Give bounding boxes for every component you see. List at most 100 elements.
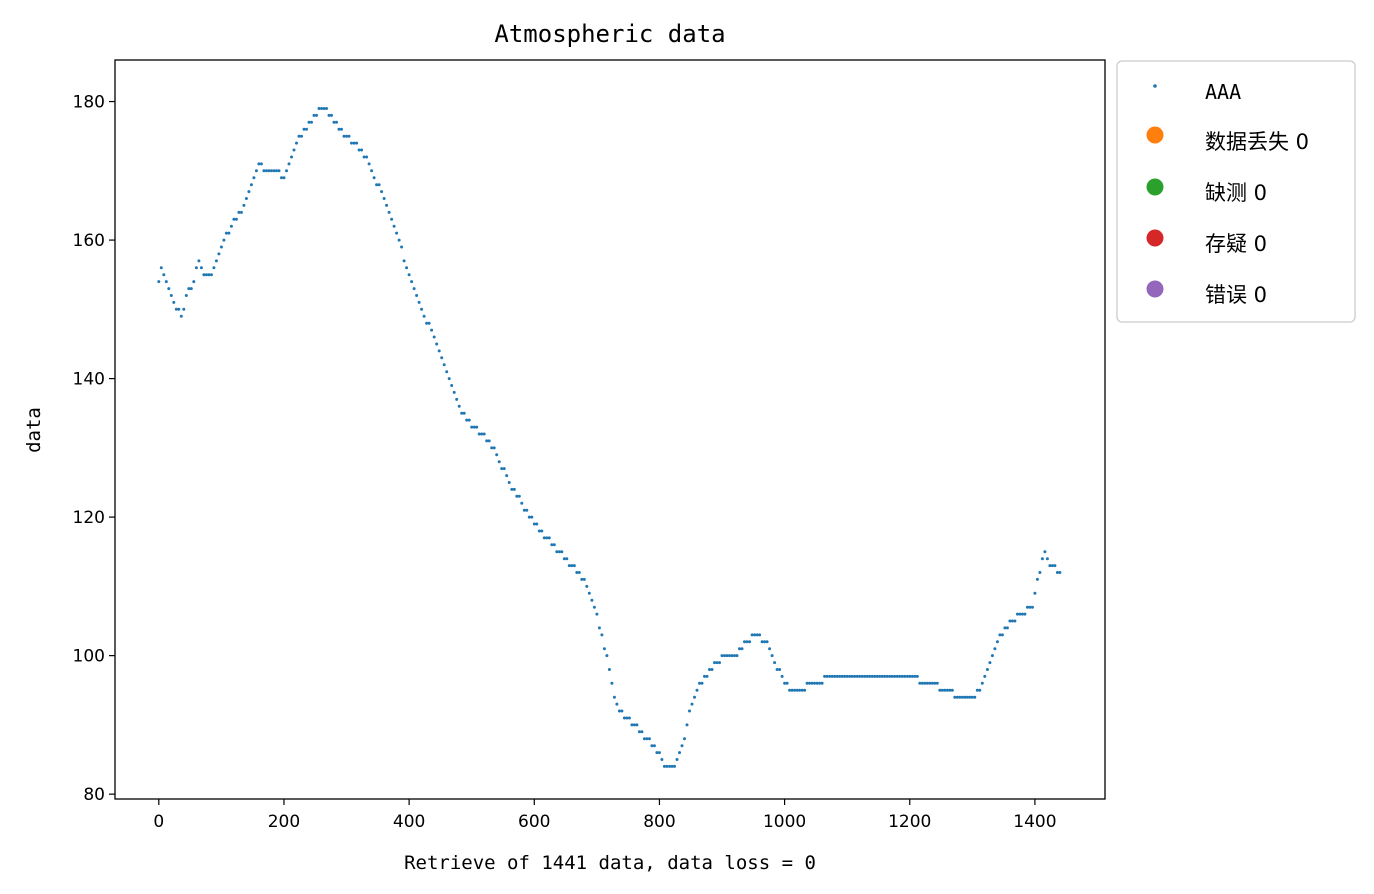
data-point: [1003, 626, 1007, 630]
plot-area-frame: [114, 59, 1106, 800]
data-point: [400, 245, 404, 249]
data-point: [1033, 591, 1037, 595]
legend-marker-aaa: [1153, 84, 1157, 88]
data-point: [770, 654, 774, 658]
data-point: [845, 674, 849, 678]
legend-marker-doubtful: [1146, 229, 1164, 247]
data-point: [965, 695, 969, 699]
data-point: [765, 640, 769, 644]
data-point: [202, 273, 206, 277]
data-point: [745, 640, 749, 644]
data-point: [590, 598, 594, 602]
data-point: [850, 674, 854, 678]
data-point: [675, 758, 679, 761]
y-tick-label: 160: [73, 231, 105, 251]
data-point: [567, 564, 571, 568]
data-point: [425, 321, 429, 325]
data-point: [312, 113, 316, 117]
x-axis-label: Retrieve of 1441 data, data loss = 0: [404, 852, 816, 874]
data-point: [460, 411, 464, 415]
data-point: [237, 210, 241, 214]
data-point: [447, 377, 451, 381]
data-point: [610, 681, 614, 685]
data-point: [725, 654, 729, 658]
data-point: [380, 190, 384, 194]
data-points-layer: [157, 107, 1062, 768]
data-point: [820, 681, 824, 685]
legend-marker-error: [1146, 280, 1164, 298]
data-point: [835, 674, 839, 678]
data-point: [555, 550, 559, 554]
data-point: [813, 681, 817, 685]
data-point: [910, 674, 914, 678]
data-point: [940, 688, 944, 692]
data-point: [315, 113, 318, 117]
data-point: [552, 543, 556, 547]
data-point: [410, 280, 414, 284]
data-point: [450, 384, 454, 387]
data-point: [392, 224, 396, 228]
data-point: [420, 307, 424, 311]
data-point: [575, 571, 579, 574]
data-point: [695, 688, 699, 692]
data-point: [209, 273, 213, 277]
data-point: [517, 494, 521, 498]
data-point: [497, 460, 501, 464]
data-point: [495, 453, 499, 457]
data-point: [600, 633, 604, 637]
data-point: [863, 674, 867, 678]
data-point: [1025, 605, 1029, 609]
data-point: [670, 764, 674, 768]
data-point: [264, 169, 268, 173]
data-point: [345, 134, 348, 138]
data-point: [187, 287, 191, 291]
data-point: [923, 681, 927, 685]
data-point: [635, 723, 639, 727]
data-point: [607, 668, 611, 671]
legend-marker-missing: [1146, 178, 1164, 196]
data-point: [988, 661, 992, 665]
data-point: [282, 176, 286, 180]
data-point: [412, 287, 416, 291]
x-tick-label: 0: [153, 812, 164, 832]
data-point: [1035, 577, 1039, 581]
data-point: [753, 633, 757, 637]
data-point: [249, 183, 253, 187]
data-point: [217, 252, 221, 256]
data-point: [875, 674, 879, 678]
data-point: [427, 321, 431, 325]
data-point: [798, 688, 802, 692]
data-point: [888, 674, 892, 678]
data-point: [585, 584, 589, 588]
data-point: [330, 113, 333, 117]
data-point: [855, 674, 859, 678]
data-point: [422, 314, 426, 318]
data-point: [945, 688, 949, 692]
data-point: [627, 716, 631, 720]
data-point: [219, 245, 223, 249]
data-point: [758, 633, 762, 637]
data-point: [462, 411, 466, 415]
data-point: [172, 300, 176, 304]
data-point: [402, 259, 406, 263]
data-point: [963, 695, 967, 699]
data-point: [587, 591, 591, 595]
data-point: [690, 702, 694, 706]
data-point: [718, 661, 721, 665]
data-point: [232, 217, 236, 221]
data-point: [680, 744, 684, 748]
data-point: [300, 134, 303, 138]
data-point: [1045, 557, 1049, 561]
data-point: [229, 224, 233, 228]
data-point: [1015, 612, 1019, 616]
data-point: [525, 508, 529, 512]
data-point: [179, 314, 183, 318]
data-point: [715, 661, 719, 665]
data-point: [885, 674, 889, 678]
data-point: [630, 723, 634, 727]
data-point: [1028, 605, 1032, 609]
data-point: [938, 688, 942, 692]
data-point: [878, 674, 882, 678]
data-point: [660, 758, 664, 761]
data-point: [320, 107, 323, 110]
